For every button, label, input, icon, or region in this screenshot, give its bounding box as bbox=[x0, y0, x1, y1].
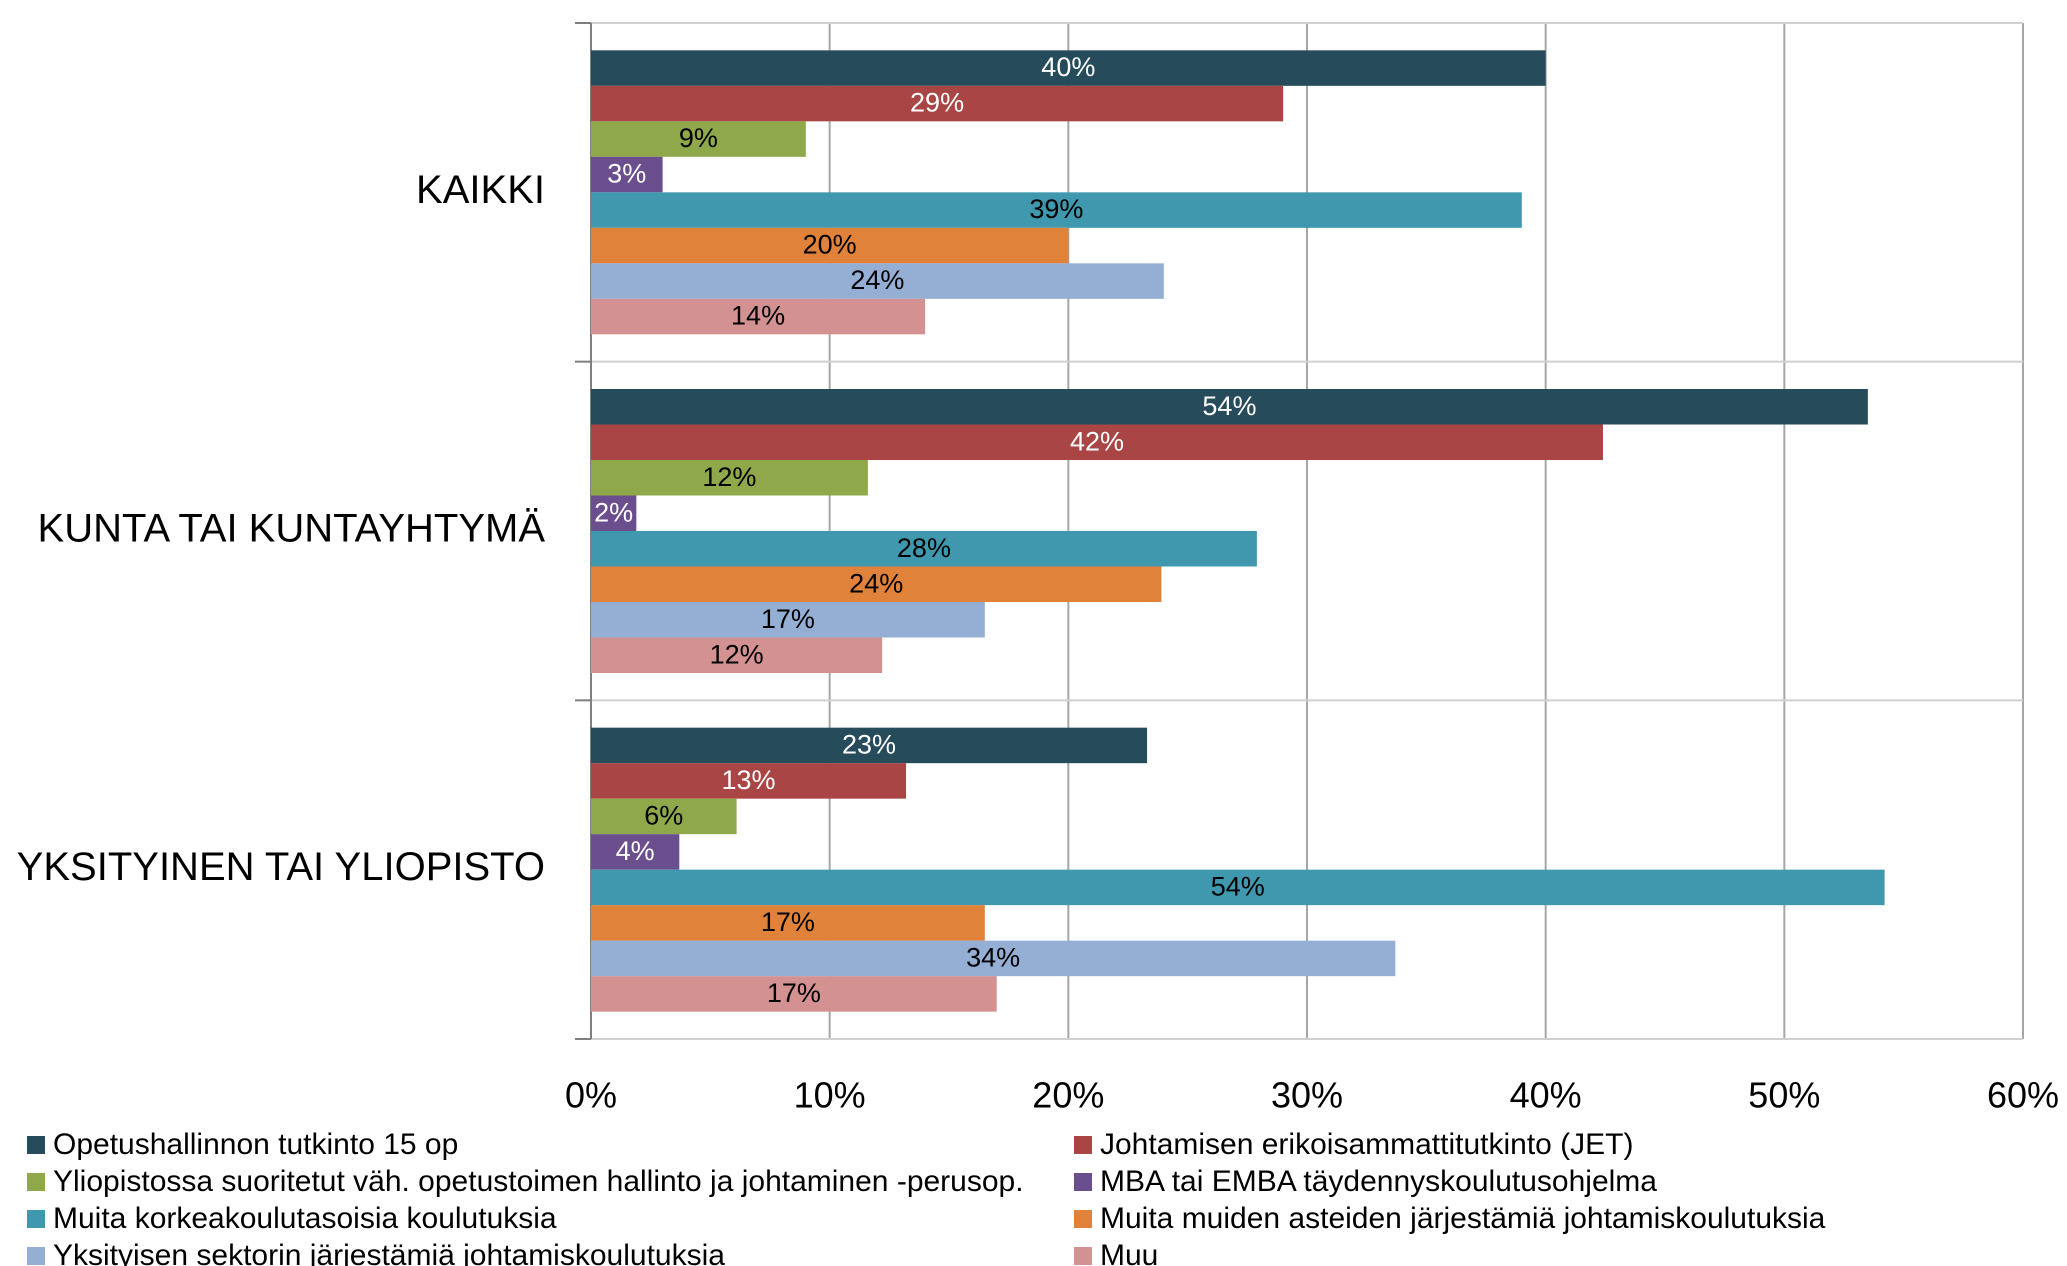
bar bbox=[591, 940, 1396, 977]
legend-label: Muita muiden asteiden järjestämiä johtam… bbox=[1100, 1202, 1826, 1235]
legend-swatch bbox=[1074, 1210, 1092, 1228]
bar bbox=[591, 156, 663, 193]
bar bbox=[591, 85, 1284, 122]
legend-label: Johtamisen erikoisammattitutkinto (JET) bbox=[1100, 1128, 1634, 1161]
data-label: 12% bbox=[710, 639, 764, 669]
bar bbox=[591, 602, 985, 638]
data-label: 39% bbox=[1029, 194, 1083, 224]
bar bbox=[591, 763, 907, 799]
legend-swatch bbox=[1074, 1136, 1092, 1154]
bar bbox=[591, 298, 926, 335]
data-label: 40% bbox=[1041, 52, 1095, 82]
legend-swatch bbox=[27, 1247, 45, 1265]
data-label: 9% bbox=[679, 123, 718, 153]
bar bbox=[591, 50, 1546, 86]
data-label: 54% bbox=[1202, 391, 1256, 421]
bar bbox=[591, 460, 868, 496]
legend-swatch bbox=[27, 1136, 45, 1154]
data-label: 54% bbox=[1211, 872, 1265, 902]
bar bbox=[591, 637, 883, 673]
bar bbox=[591, 905, 985, 941]
data-label: 17% bbox=[761, 907, 815, 937]
bar bbox=[591, 834, 680, 870]
legend-label: Yliopistossa suoritetut väh. opetustoime… bbox=[53, 1165, 1024, 1198]
category-label: YKSITYINEN TAI YLIOPISTO bbox=[17, 845, 545, 889]
data-label: 23% bbox=[842, 730, 896, 760]
data-label: 14% bbox=[731, 301, 785, 331]
data-label: 4% bbox=[616, 836, 655, 866]
legend-label: Muita korkeakoulutasoisia koulutuksia bbox=[53, 1202, 557, 1235]
legend-label: MBA tai EMBA täydennyskoulutusohjelma bbox=[1100, 1165, 1657, 1198]
data-label: 13% bbox=[721, 765, 775, 795]
legend-label: Yksityisen sektorin järjestämiä johtamis… bbox=[53, 1239, 725, 1266]
x-tick-label: 20% bbox=[1032, 1075, 1104, 1116]
x-tick-label: 30% bbox=[1271, 1075, 1343, 1116]
x-tick-label: 60% bbox=[1987, 1075, 2059, 1116]
bar bbox=[591, 976, 997, 1012]
bar bbox=[591, 727, 1148, 764]
data-label: 42% bbox=[1070, 426, 1124, 456]
data-label: 17% bbox=[761, 604, 815, 634]
x-tick-label: 0% bbox=[565, 1075, 617, 1116]
bar bbox=[591, 192, 1522, 228]
data-label: 3% bbox=[607, 159, 646, 189]
data-label: 29% bbox=[910, 88, 964, 118]
bar bbox=[591, 566, 1162, 602]
data-label: 12% bbox=[702, 462, 756, 492]
bar bbox=[591, 424, 1603, 460]
x-tick-label: 40% bbox=[1510, 1075, 1582, 1116]
bar bbox=[591, 263, 1164, 299]
data-label: 20% bbox=[803, 230, 857, 260]
legend-swatch bbox=[27, 1173, 45, 1191]
data-label: 28% bbox=[897, 533, 951, 563]
legend-swatch bbox=[1074, 1247, 1092, 1265]
bar bbox=[591, 389, 1868, 425]
x-tick-label: 10% bbox=[794, 1075, 866, 1116]
data-label: 2% bbox=[594, 497, 633, 527]
category-label: KAIKKI bbox=[416, 168, 545, 212]
legend-swatch bbox=[1074, 1173, 1092, 1191]
data-label: 34% bbox=[966, 943, 1020, 973]
bar bbox=[591, 798, 737, 835]
bar bbox=[591, 495, 637, 531]
data-label: 17% bbox=[767, 978, 821, 1008]
bar bbox=[591, 121, 806, 157]
legend-label: Opetushallinnon tutkinto 15 op bbox=[53, 1128, 458, 1161]
bar bbox=[591, 227, 1069, 264]
legend-label: Muu bbox=[1100, 1239, 1158, 1266]
data-label: 24% bbox=[849, 568, 903, 598]
data-label: 6% bbox=[644, 801, 683, 831]
bar bbox=[591, 869, 1885, 906]
bar bbox=[591, 531, 1257, 567]
x-tick-label: 50% bbox=[1748, 1075, 1820, 1116]
data-label: 24% bbox=[850, 265, 904, 295]
category-label: KUNTA TAI KUNTAYHTYMÄ bbox=[38, 507, 546, 551]
legend-swatch bbox=[27, 1210, 45, 1228]
